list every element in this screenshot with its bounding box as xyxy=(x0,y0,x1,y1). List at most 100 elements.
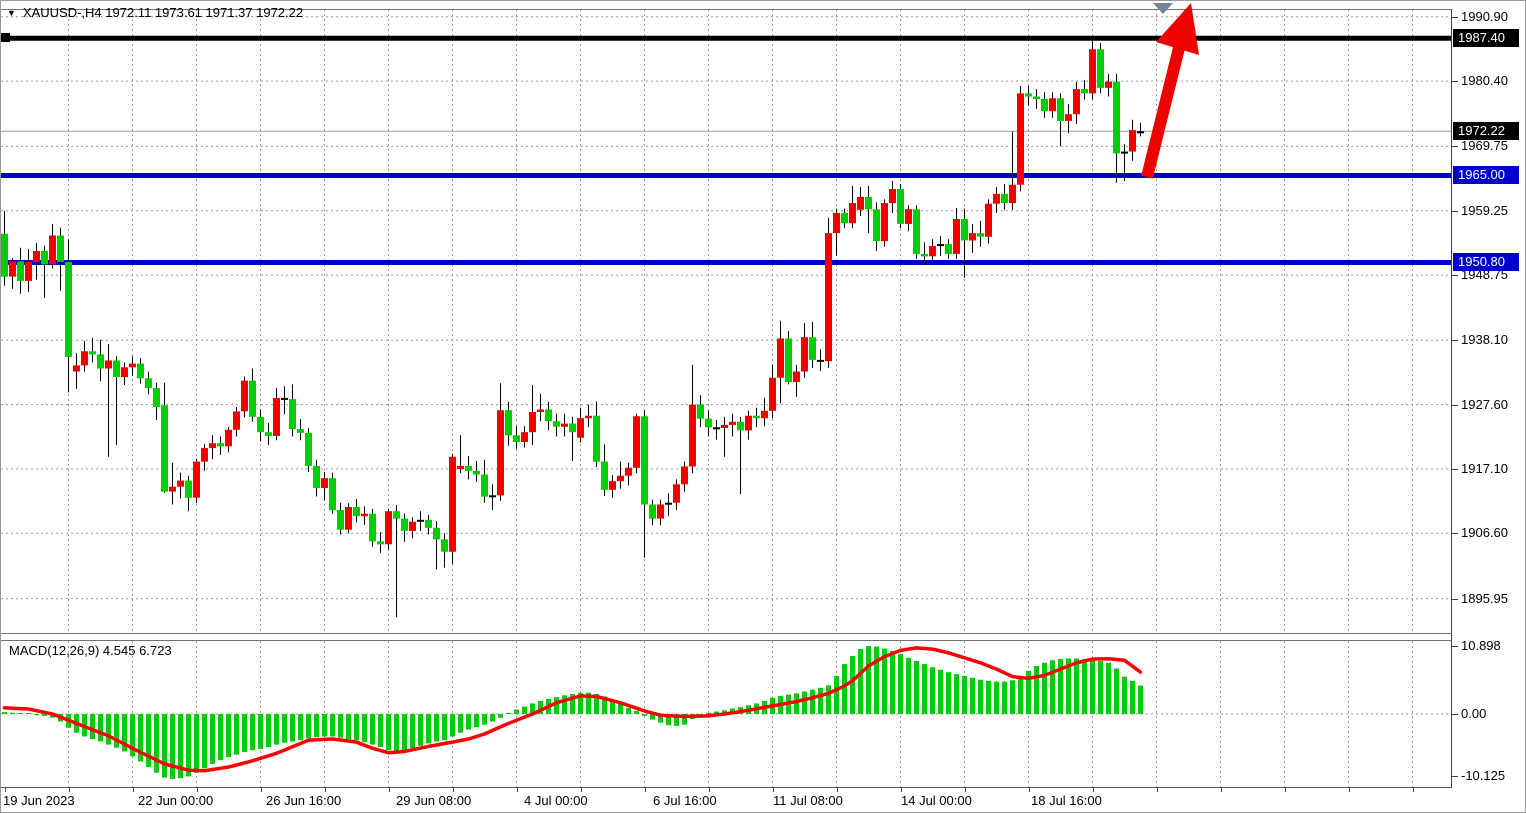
price-axis-tick xyxy=(1452,275,1458,276)
time-axis-tick xyxy=(196,788,198,792)
candle-body xyxy=(673,484,680,503)
macd-histogram-bar xyxy=(394,714,399,753)
candle-body xyxy=(801,337,808,372)
trend-arrow-shaft[interactable] xyxy=(1141,46,1185,179)
candle-body xyxy=(761,410,768,419)
macd-histogram-bar xyxy=(322,714,327,737)
trend-arrow-head[interactable] xyxy=(1156,3,1199,55)
price-axis-label: 1959.25 xyxy=(1461,203,1508,218)
macd-histogram-bar xyxy=(666,714,671,726)
time-axis-label: 18 Jul 16:00 xyxy=(1031,793,1102,808)
macd-histogram-bar xyxy=(1018,676,1023,714)
macd-histogram-bar xyxy=(298,714,303,741)
macd-histogram-bar xyxy=(1066,658,1071,714)
macd-histogram-bar xyxy=(962,675,967,714)
macd-histogram-bar xyxy=(362,714,367,743)
candle-body xyxy=(1057,98,1064,121)
macd-histogram-bar xyxy=(538,700,543,714)
candle-body xyxy=(1017,93,1024,185)
time-axis[interactable]: 19 Jun 2023 22 Jun 00:00 26 Jun 16:00 29 Ju… xyxy=(1,787,1451,812)
macd-histogram-bar xyxy=(42,714,47,716)
macd-histogram-bar xyxy=(610,700,615,714)
time-axis-tick xyxy=(452,788,454,792)
time-axis-tick xyxy=(580,788,582,792)
candle-body xyxy=(545,409,552,422)
macd-histogram-bar xyxy=(722,710,727,714)
macd-axis-label: 0.00 xyxy=(1461,706,1487,721)
candle-body xyxy=(1041,98,1048,112)
macd-indicator-canvas[interactable] xyxy=(1,641,1451,787)
time-axis-tick xyxy=(260,788,262,792)
macd-histogram-bar xyxy=(282,714,287,743)
macd-histogram-bar xyxy=(202,714,207,769)
candle-body xyxy=(361,513,368,517)
candle-body xyxy=(913,209,920,254)
macd-histogram-bar xyxy=(570,694,575,714)
candle-body xyxy=(1009,184,1016,204)
price-axis[interactable]: 1990.90 1980.40 1969.75 1959.25 1948.75 1938.… xyxy=(1452,1,1525,787)
candle-body xyxy=(513,435,520,442)
macd-histogram-bar xyxy=(386,714,391,751)
candle-body xyxy=(97,354,104,369)
candle-body xyxy=(657,504,664,519)
candle-body xyxy=(249,380,256,417)
macd-histogram-bar xyxy=(1050,660,1055,714)
macd-histogram-bar xyxy=(506,712,511,714)
candle-body xyxy=(537,409,544,412)
macd-histogram-bar xyxy=(562,695,567,714)
candle-body xyxy=(769,377,776,411)
macd-histogram-bar xyxy=(258,714,263,749)
macd-histogram-bar xyxy=(650,714,655,720)
macd-histogram-bar xyxy=(1114,668,1119,714)
candle-body xyxy=(473,470,480,475)
candle-body xyxy=(121,367,128,378)
macd-signal-line xyxy=(2,646,1143,773)
macd-histogram-bar xyxy=(474,714,479,728)
candle-body xyxy=(553,421,560,427)
time-axis-tick xyxy=(132,788,134,792)
candle-body xyxy=(601,461,608,490)
candle-body xyxy=(521,432,528,442)
macd-histogram-bar xyxy=(178,714,183,779)
candle-body xyxy=(577,418,584,438)
macd-histogram-bar xyxy=(1058,659,1063,714)
time-axis-tick xyxy=(900,788,902,792)
candle-body xyxy=(881,203,888,242)
candle-body xyxy=(1097,49,1104,88)
candle-body xyxy=(161,405,168,492)
macd-histogram-bar xyxy=(218,714,223,761)
candle-body xyxy=(353,507,360,517)
macd-histogram-bar xyxy=(522,706,527,714)
time-axis-label: 6 Jul 16:00 xyxy=(653,793,717,808)
candle-body xyxy=(945,244,952,254)
candle-body xyxy=(681,466,688,485)
macd-histogram-bar xyxy=(530,703,535,714)
macd-histogram-bar xyxy=(162,714,167,778)
price-axis-label: 1990.90 xyxy=(1461,9,1508,24)
macd-axis-label: 10.898 xyxy=(1461,638,1501,653)
macd-histogram-bar xyxy=(842,664,847,714)
macd-histogram-bar xyxy=(658,714,663,723)
time-axis-tick xyxy=(1220,788,1222,792)
symbol-dropdown-icon[interactable]: ▼ xyxy=(7,8,16,18)
macd-histogram-bar xyxy=(266,714,271,748)
candle-body xyxy=(113,360,120,377)
top-anchor-marker-icon[interactable] xyxy=(1153,3,1173,14)
candle-body xyxy=(265,432,272,436)
candle-body xyxy=(217,443,224,447)
candle-body xyxy=(1073,89,1080,115)
macd-histogram-bar xyxy=(938,669,943,714)
candle-body xyxy=(329,478,336,511)
candle-body xyxy=(865,196,872,210)
macd-histogram-bar xyxy=(1138,685,1143,714)
line-endpoint-handle[interactable] xyxy=(1,33,10,42)
macd-histogram-bar xyxy=(618,704,623,714)
macd-histogram-bar xyxy=(122,714,127,752)
candle-body xyxy=(369,513,376,542)
price-chart-canvas[interactable] xyxy=(1,1,1451,633)
price-axis-tick xyxy=(1452,81,1458,82)
price-badge-1950-80: 1950.80 xyxy=(1453,253,1519,271)
candle-body xyxy=(857,196,864,210)
candle-body xyxy=(137,363,144,379)
candle-body xyxy=(193,461,200,498)
